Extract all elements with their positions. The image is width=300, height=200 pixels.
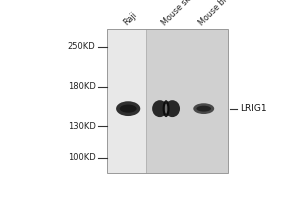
Ellipse shape	[193, 103, 214, 114]
Ellipse shape	[196, 106, 211, 112]
Ellipse shape	[120, 105, 136, 113]
Text: LRIG1: LRIG1	[240, 104, 266, 113]
Text: 100KD: 100KD	[68, 153, 96, 162]
Text: 250KD: 250KD	[68, 42, 96, 51]
Ellipse shape	[116, 101, 140, 116]
Text: Raji: Raji	[122, 10, 139, 27]
FancyBboxPatch shape	[146, 29, 228, 173]
Text: 130KD: 130KD	[68, 122, 96, 131]
Ellipse shape	[152, 100, 167, 117]
Text: Mouse skin: Mouse skin	[160, 0, 198, 27]
Ellipse shape	[165, 104, 167, 114]
Ellipse shape	[163, 100, 170, 117]
Text: Mouse brain: Mouse brain	[197, 0, 238, 27]
FancyBboxPatch shape	[107, 29, 146, 173]
Ellipse shape	[165, 100, 180, 117]
Text: 180KD: 180KD	[68, 82, 96, 91]
